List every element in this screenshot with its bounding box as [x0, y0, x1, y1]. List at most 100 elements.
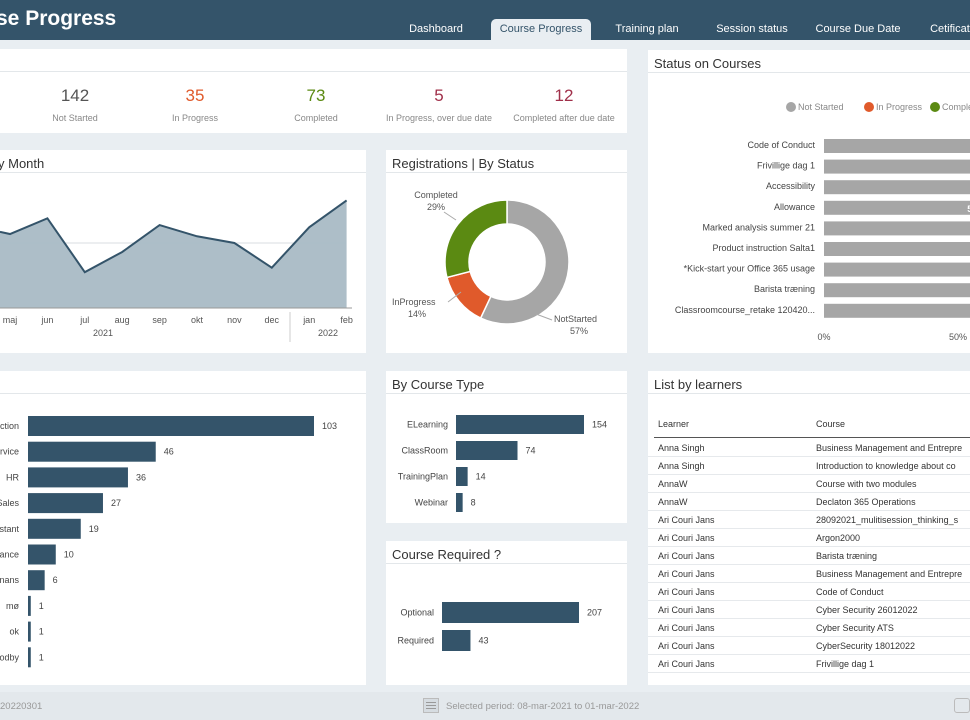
kpi-overdue-value: 5 — [434, 86, 444, 105]
legend-label: In Progress — [876, 102, 923, 112]
table-row[interactable]: Ari Couri Jans Cyber Security ATS — [648, 619, 970, 637]
kpi-overdue-label: In Progress, over due date — [385, 113, 493, 123]
tab-training-plan[interactable]: Training plan — [615, 23, 679, 35]
course-required-bar-chart: Optional 207 Required 43 — [397, 602, 602, 651]
course-cell: Declaton 365 Operations — [816, 497, 916, 507]
footer-bar: 20220301 Selected period: 08-mar-2021 to… — [0, 692, 970, 720]
learner-cell: Ari Couri Jans — [658, 605, 715, 615]
tab-certificate[interactable]: Cetificate — [930, 23, 970, 35]
bar-value-label: 10 — [64, 550, 74, 560]
bar — [456, 493, 463, 512]
tab-session-status[interactable]: Session status — [716, 23, 788, 35]
category-label: Marked analysis summer 21 — [702, 222, 815, 232]
tab-course-due-date[interactable]: Course Due Date — [815, 23, 901, 35]
category-label: odby — [0, 652, 19, 662]
course-cell: Business Management and Entrepre — [816, 569, 963, 579]
table-row[interactable]: Anna Singh Introduction to knowledge abou… — [648, 457, 970, 475]
legend-label: Complete — [942, 102, 970, 112]
tab-course-progress[interactable]: Course Progress — [491, 19, 591, 40]
category-label: mø — [6, 601, 19, 611]
x-tick-label: jun — [40, 315, 53, 325]
table-row[interactable]: AnnaW Course with two modules — [648, 475, 970, 493]
category-label: Required — [397, 636, 434, 646]
legend-marker — [864, 102, 874, 112]
bar-value-label: 74 — [526, 446, 536, 456]
table-row[interactable]: Anna Singh Business Management and Entrep… — [648, 439, 970, 457]
bar-value-label: 103 — [322, 421, 337, 431]
column-header-course[interactable]: Course — [816, 419, 846, 429]
learner-cell: Anna Singh — [658, 443, 705, 453]
status-bar — [824, 242, 970, 256]
status-bar — [824, 139, 970, 153]
x-tick-label: 50% — [949, 332, 967, 342]
table-row[interactable]: AnnaW Declaton 365 Operations — [648, 493, 970, 511]
table-row[interactable]: Ari Couri Jans CyberSecurity 18012022 — [648, 637, 970, 655]
bar-value-label: 19 — [89, 524, 99, 534]
table-row[interactable]: Ari Couri Jans Frivillige dag 1 — [648, 655, 970, 673]
learners-panel: List by learners Learner Course Anna Sin… — [648, 371, 970, 685]
status-bar — [824, 180, 970, 195]
category-label: ELearning — [407, 420, 448, 430]
department-bar-chart: ction 103 rvice 46 HR 36 Sales 27 stant 19 ance 10 n… — [0, 416, 337, 668]
status-bar — [824, 221, 970, 236]
bar-value-label: 46 — [164, 447, 174, 457]
bar — [28, 467, 128, 488]
category-label: Allowance — [774, 202, 815, 212]
learners-table-body: Anna Singh Business Management and Entrep… — [648, 439, 970, 673]
course-type-bar-chart: ELearning 154 ClassRoom 74 TrainingPlan 14 Web… — [398, 415, 607, 512]
category-label: Webinar — [415, 498, 448, 508]
bar — [28, 621, 31, 642]
table-row[interactable]: Ari Couri Jans Argon2000 — [648, 529, 970, 547]
course-cell: Introduction to knowledge about co — [816, 461, 956, 471]
legend-label: Not Started — [798, 102, 844, 112]
bar — [28, 544, 56, 565]
course-cell: Barista træning — [816, 551, 878, 561]
bar-value-label: 1 — [39, 601, 44, 611]
learner-cell: Ari Couri Jans — [658, 659, 715, 669]
slice-value-label: 57% — [570, 326, 588, 336]
course-cell: Course with two modules — [816, 479, 917, 489]
slice-value-label: 14% — [408, 309, 426, 319]
x-tick-label: jan — [302, 315, 315, 325]
table-row[interactable]: Ari Couri Jans Code of Conduct — [648, 583, 970, 601]
column-header-learner[interactable]: Learner — [658, 419, 690, 429]
status-courses-chart: Not Started In Progress Complete Code of Co… — [675, 102, 970, 342]
status-bar — [824, 262, 970, 277]
course-cell: 28092021_mulitisession_thinking_s — [816, 515, 959, 525]
label-leader — [443, 211, 457, 221]
bar — [28, 647, 31, 668]
calendar-icon[interactable] — [423, 698, 439, 713]
category-label: HR — [6, 472, 19, 482]
table-row[interactable]: Ari Couri Jans Cyber Security 26012022 — [648, 601, 970, 619]
course-cell: Code of Conduct — [816, 587, 884, 597]
slice-name-label: Completed — [414, 190, 458, 200]
bar-value-label: 1 — [39, 627, 44, 637]
category-label: stant — [0, 524, 19, 534]
learner-cell: AnnaW — [658, 479, 688, 489]
status-bar — [824, 303, 970, 318]
table-row[interactable]: Ari Couri Jans Barista træning — [648, 547, 970, 565]
x-tick-label: okt — [191, 315, 204, 325]
status-bar — [824, 200, 970, 215]
bar-value-label: 43 — [478, 636, 488, 646]
slice-value-label: 29% — [427, 202, 445, 212]
course-type-title: By Course Type — [392, 377, 485, 392]
label-leader — [447, 291, 462, 303]
category-label: Sales — [0, 498, 19, 508]
table-row[interactable]: Ari Couri Jans 28092021_mulitisession_thi… — [648, 511, 970, 529]
status-courses-panel: Status on Courses Not Started In Progress… — [648, 50, 970, 353]
kpi-completed-late-value: 12 — [554, 86, 574, 105]
legend-marker — [786, 102, 796, 112]
month-area-chart: maj jun jul aug sep okt nov dec jan feb 2021 2022 — [0, 199, 353, 342]
table-row[interactable]: Ari Couri Jans Business Management and En… — [648, 565, 970, 583]
learner-cell: Ari Couri Jans — [658, 533, 715, 543]
donut-slice-notstarted — [479, 199, 570, 325]
bookmark-icon[interactable] — [954, 698, 970, 713]
month-chart-panel: y Month maj jun jul aug sep okt nov dec jan feb 20… — [0, 150, 366, 353]
bar — [456, 415, 584, 434]
tab-dashboard[interactable]: Dashboard — [409, 23, 463, 35]
kpi-not-started-label: Not Started — [52, 113, 98, 123]
x-tick-label: 0% — [817, 332, 830, 342]
donut-slice-completed — [444, 199, 508, 279]
category-label: *Kick-start your Office 365 usage — [684, 264, 815, 274]
